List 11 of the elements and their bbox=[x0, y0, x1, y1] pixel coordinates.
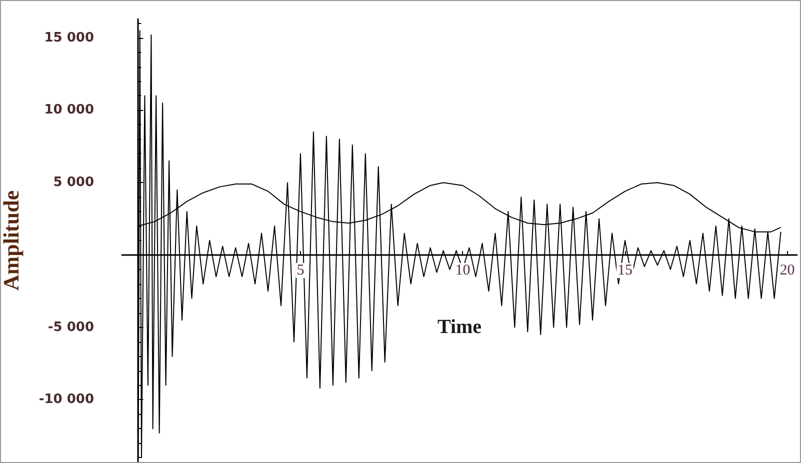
y-tick-label: -5 000 bbox=[48, 320, 94, 335]
x-tick-label: 20 bbox=[780, 262, 795, 278]
y-tick-label: 15 000 bbox=[44, 30, 94, 46]
y-tick-label: 10 000 bbox=[44, 102, 94, 118]
y-tick-label: -10 000 bbox=[38, 392, 94, 408]
x-tick-label: 10 bbox=[455, 262, 470, 278]
x-tick-label: 5 bbox=[296, 262, 304, 278]
x-tick-label: 15 bbox=[618, 262, 633, 278]
y-tick-label: 5 000 bbox=[53, 175, 94, 190]
x-axis-title: Time bbox=[437, 316, 482, 338]
y-axis-title: Amplitude bbox=[0, 190, 24, 291]
